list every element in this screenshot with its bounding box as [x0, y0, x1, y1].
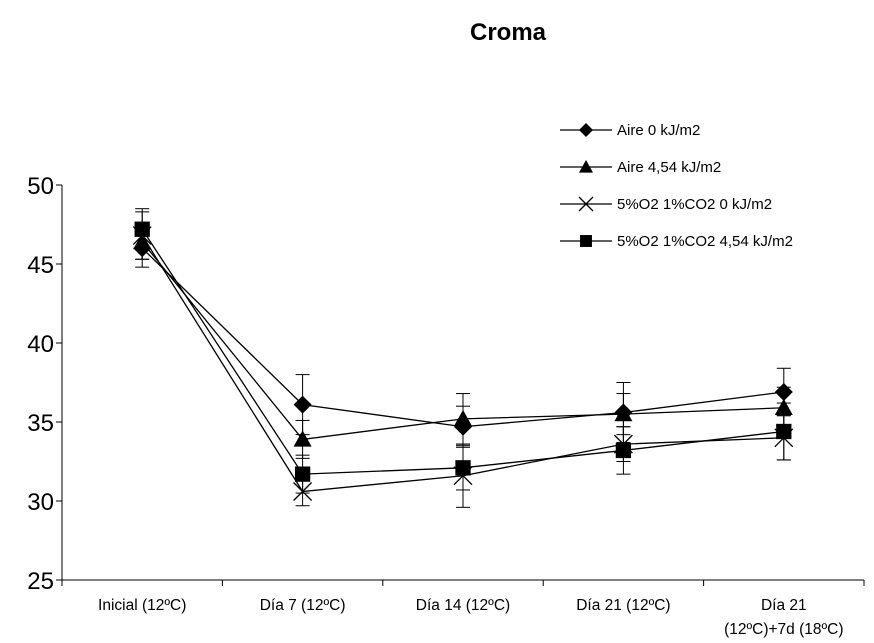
legend-label: Aire 4,54 kJ/m2 — [617, 159, 721, 176]
legend-marker — [579, 160, 593, 173]
legend-marker — [580, 235, 592, 247]
y-tick-label: 25 — [27, 568, 54, 595]
axes: 25 30 35 40 45 50 Inicial (12ºC) Día 7 (12ºC) Dí… — [27, 173, 865, 638]
x-tick-label: (12ºC)+7d (18ºC) — [724, 621, 843, 638]
data-point — [614, 405, 633, 422]
y-tick-label: 45 — [27, 252, 54, 279]
data-point — [294, 466, 311, 482]
data-point — [455, 460, 471, 476]
x-tick-label: Día 21 — [761, 597, 807, 614]
series-square — [134, 208, 792, 494]
legend-label: 5%O2 1%CO2 0 kJ/m2 — [617, 196, 772, 213]
x-tick-label: Día 14 (12ºC) — [416, 597, 510, 614]
legend-marker — [579, 123, 593, 137]
data-point — [454, 409, 472, 427]
legend-item: 5%O2 1%CO2 0 kJ/m2 — [560, 196, 772, 213]
y-tick-label: 40 — [27, 331, 54, 358]
chart-title: Croma — [470, 19, 547, 46]
legend-label: Aire 0 kJ/m2 — [617, 122, 700, 139]
legend: Aire 0 kJ/m2 Aire 4,54 kJ/m2 5%O2 1%CO2 0 … — [560, 122, 793, 250]
legend-item: 5%O2 1%CO2 4,54 kJ/m2 — [560, 233, 793, 250]
data-point — [293, 395, 312, 414]
y-tick-label: 50 — [27, 173, 54, 200]
x-tick-label: Día 21 (12ºC) — [576, 597, 670, 614]
series-triangle — [133, 224, 793, 459]
data-point — [134, 221, 150, 237]
legend-label: 5%O2 1%CO2 4,54 kJ/m2 — [617, 233, 793, 250]
data-point — [293, 430, 312, 447]
x-tick-label: Inicial (12ºC) — [98, 597, 186, 614]
y-tick-label: 30 — [27, 489, 54, 516]
x-tick-label: Día 7 (12ºC) — [260, 597, 346, 614]
series-layer — [132, 208, 794, 508]
data-point — [776, 423, 792, 440]
data-point — [615, 442, 632, 459]
legend-item: Aire 0 kJ/m2 — [560, 122, 700, 139]
legend-marker — [578, 196, 594, 212]
legend-item: Aire 4,54 kJ/m2 — [560, 159, 721, 176]
y-tick-label: 35 — [27, 410, 54, 437]
